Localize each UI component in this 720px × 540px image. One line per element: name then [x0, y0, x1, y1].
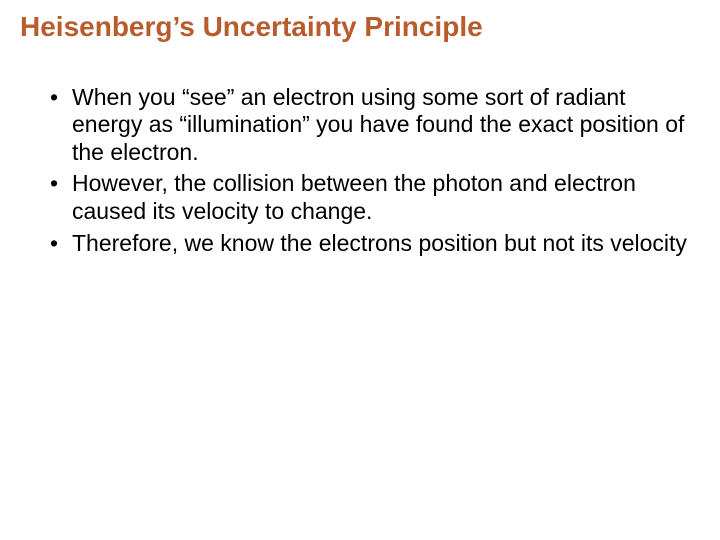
slide-title: Heisenberg’s Uncertainty Principle: [20, 10, 700, 44]
bullet-item: Therefore, we know the electrons positio…: [50, 230, 700, 258]
bullet-item: However, the collision between the photo…: [50, 170, 700, 225]
bullet-list: When you “see” an electron using some so…: [20, 84, 700, 258]
slide: Heisenberg’s Uncertainty Principle When …: [0, 0, 720, 540]
bullet-item: When you “see” an electron using some so…: [50, 84, 700, 167]
